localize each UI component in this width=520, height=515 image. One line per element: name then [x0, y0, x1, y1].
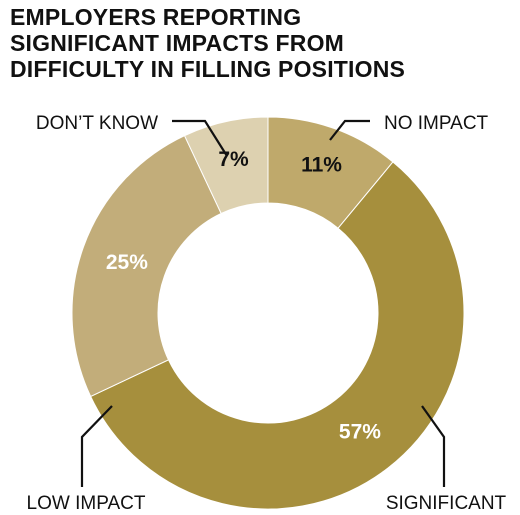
chart-title-line-2: SIGNIFICANT IMPACTS FROM [10, 30, 345, 56]
leader-line-no-impact [329, 119, 370, 141]
value-label-low-impact: 25% [106, 251, 148, 274]
leader-line-low-impact [80, 405, 113, 487]
chart-title: EMPLOYERS REPORTING SIGNIFICANT IMPACTS … [10, 4, 405, 82]
chart-title-line-3: DIFFICULTY IN FILLING POSITIONS [10, 56, 406, 82]
value-label-don-t-know: 7% [218, 148, 249, 171]
category-label-don-t-know: DON’T KNOW [36, 113, 158, 134]
slice-labels: 11% NO IMPACT 57% SIGNIFICANT 25% LOW IMPACT 7… [27, 113, 507, 514]
slice-low-impact [71, 134, 222, 398]
value-label-significant: 57% [339, 421, 381, 444]
value-label-no-impact: 11% [301, 153, 342, 176]
category-label-significant: SIGNIFICANT [386, 493, 507, 514]
category-label-no-impact: NO IMPACT [384, 113, 489, 134]
leader-line-significant [421, 405, 446, 487]
donut-slices [71, 116, 465, 510]
chart-title-line-1: EMPLOYERS REPORTING [10, 4, 302, 30]
category-label-low-impact: LOW IMPACT [27, 493, 146, 514]
slice-significant [89, 161, 465, 510]
leader-line-don-t-know [172, 119, 228, 157]
leader-lines [80, 119, 446, 487]
